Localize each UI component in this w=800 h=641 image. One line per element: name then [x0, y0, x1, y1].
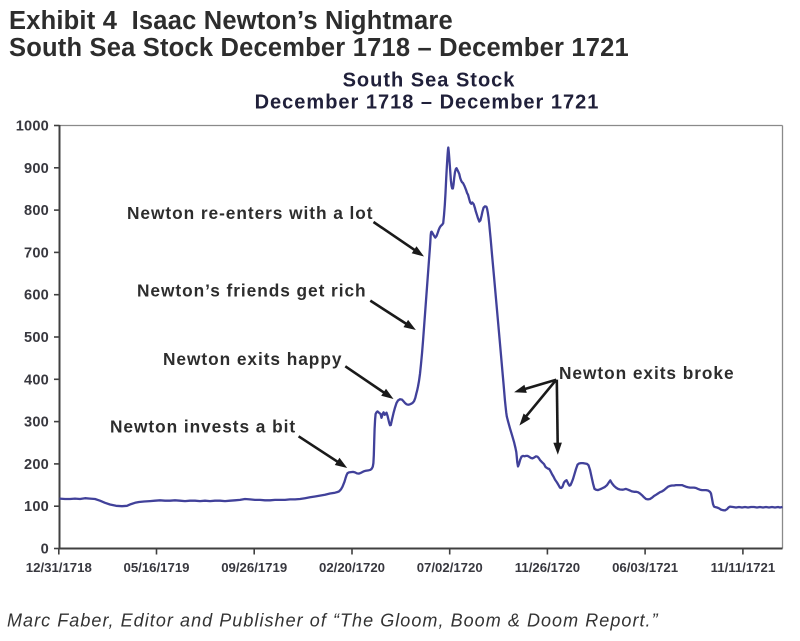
- svg-text:12/31/1718: 12/31/1718: [26, 560, 92, 575]
- svg-text:09/26/1719: 09/26/1719: [221, 560, 287, 575]
- svg-text:Newton invests a bit: Newton invests a bit: [110, 417, 296, 437]
- svg-text:900: 900: [24, 161, 49, 177]
- svg-text:200: 200: [24, 457, 49, 473]
- svg-text:600: 600: [24, 288, 49, 304]
- svg-text:05/16/1719: 05/16/1719: [123, 560, 189, 575]
- svg-text:Newton exits happy: Newton exits happy: [163, 349, 342, 369]
- svg-text:Exhibit 4 Isaac Newton’s Nigh: Exhibit 4 Isaac Newton’s Nightmare: [9, 7, 453, 35]
- svg-text:11/26/1720: 11/26/1720: [515, 560, 580, 575]
- svg-text:700: 700: [24, 245, 49, 261]
- svg-text:South Sea Stock: South Sea Stock: [343, 70, 516, 92]
- svg-text:0: 0: [41, 542, 49, 558]
- svg-text:11/11/1721: 11/11/1721: [711, 560, 776, 575]
- svg-text:300: 300: [24, 415, 49, 431]
- svg-text:02/20/1720: 02/20/1720: [319, 560, 385, 575]
- svg-text:07/02/1720: 07/02/1720: [417, 560, 483, 575]
- svg-text:Newton exits broke: Newton exits broke: [559, 363, 735, 383]
- svg-text:South Sea Stock December 1718: South Sea Stock December 1718 – December…: [9, 34, 629, 62]
- svg-text:1000: 1000: [16, 119, 49, 135]
- svg-text:500: 500: [24, 330, 49, 346]
- svg-text:Newton’s friends get rich: Newton’s friends get rich: [137, 281, 367, 301]
- svg-text:Marc Faber, Editor and Publish: Marc Faber, Editor and Publisher of “The…: [7, 611, 659, 631]
- svg-text:800: 800: [24, 203, 49, 219]
- svg-text:December 1718 – December 1721: December 1718 – December 1721: [255, 92, 600, 114]
- svg-text:Newton re-enters with a lot: Newton re-enters with a lot: [127, 203, 374, 223]
- svg-text:400: 400: [24, 372, 49, 388]
- svg-text:06/03/1721: 06/03/1721: [612, 560, 678, 575]
- svg-text:100: 100: [24, 499, 49, 515]
